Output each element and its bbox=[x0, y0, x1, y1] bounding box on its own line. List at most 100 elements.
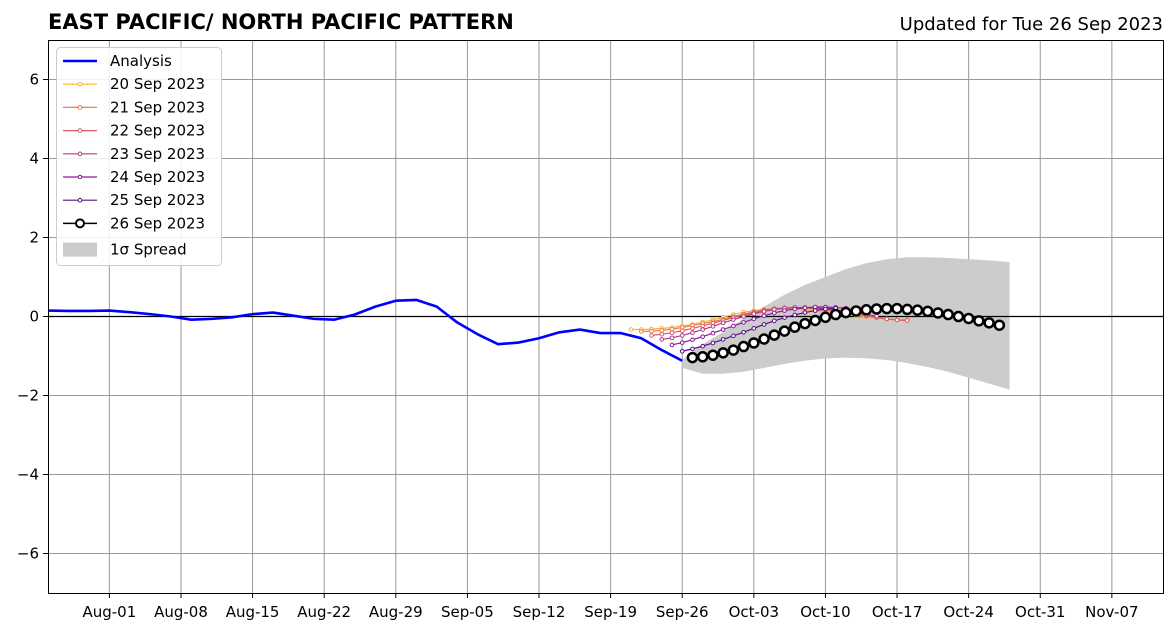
legend-item: 1σ Spread bbox=[63, 241, 187, 259]
legend-marker bbox=[78, 152, 82, 156]
forecast-point bbox=[708, 351, 717, 360]
chart-title: EAST PACIFIC/ NORTH PACIFIC PATTERN bbox=[48, 10, 514, 34]
forecast-point bbox=[742, 331, 746, 335]
forecast-point bbox=[660, 329, 664, 333]
forecast-point bbox=[974, 316, 983, 325]
forecast-point bbox=[698, 352, 707, 361]
forecast-point bbox=[903, 305, 912, 314]
y-tick-label: −6 bbox=[17, 545, 39, 563]
forecast-point bbox=[752, 327, 756, 331]
forecast-point bbox=[882, 304, 891, 313]
forecast-point bbox=[660, 338, 664, 342]
forecast-point bbox=[831, 310, 840, 319]
forecast-point bbox=[995, 321, 1004, 330]
x-tick-label: Oct-17 bbox=[872, 603, 922, 621]
npo-chart: EAST PACIFIC/ NORTH PACIFIC PATTERN Upda… bbox=[0, 0, 1176, 633]
y-tick-label: 0 bbox=[29, 308, 39, 326]
y-axis: 6 4 2 0 −2 −4 −6 bbox=[17, 71, 48, 563]
forecast-point bbox=[701, 335, 705, 339]
x-tick-label: Sep-19 bbox=[584, 603, 637, 621]
forecast-point bbox=[680, 341, 684, 345]
legend-marker bbox=[78, 198, 82, 202]
forecast-point bbox=[691, 338, 695, 342]
legend: Analysis20 Sep 202321 Sep 202322 Sep 202… bbox=[57, 48, 222, 266]
legend-marker bbox=[78, 129, 82, 133]
legend-swatch bbox=[63, 243, 97, 257]
forecast-point bbox=[852, 306, 861, 315]
forecast-point bbox=[783, 316, 787, 320]
analysis-layer bbox=[48, 300, 682, 361]
forecast-point bbox=[650, 334, 654, 338]
forecast-point bbox=[811, 316, 820, 325]
forecast-point bbox=[933, 308, 942, 317]
forecast-point bbox=[688, 353, 697, 362]
forecast-point bbox=[964, 314, 973, 323]
x-tick-label: Sep-12 bbox=[513, 603, 566, 621]
legend-label: 26 Sep 2023 bbox=[110, 214, 205, 232]
forecast-point bbox=[780, 327, 789, 336]
forecast-point bbox=[719, 348, 728, 357]
forecast-point bbox=[800, 319, 809, 328]
forecast-point bbox=[762, 323, 766, 327]
forecast-point bbox=[701, 344, 705, 348]
x-tick-label: Nov-07 bbox=[1085, 603, 1138, 621]
forecast-point bbox=[680, 349, 684, 353]
forecast-point bbox=[721, 328, 725, 332]
forecast-point bbox=[770, 331, 779, 340]
x-tick-label: Oct-31 bbox=[1015, 603, 1065, 621]
legend-marker bbox=[78, 82, 82, 86]
chart-subtitle: Updated for Tue 26 Sep 2023 bbox=[900, 14, 1163, 35]
legend-label: 22 Sep 2023 bbox=[110, 122, 205, 140]
forecast-point bbox=[711, 325, 715, 329]
forecast-point bbox=[721, 321, 725, 325]
spread-band bbox=[682, 257, 1009, 389]
forecast-point bbox=[762, 310, 766, 314]
forecast-point bbox=[762, 314, 766, 318]
forecast-point bbox=[691, 331, 695, 335]
forecast-point bbox=[821, 313, 830, 322]
forecast-point bbox=[875, 314, 879, 318]
legend-marker bbox=[78, 175, 82, 179]
forecast-point bbox=[793, 313, 797, 317]
legend-label: 23 Sep 2023 bbox=[110, 145, 205, 163]
x-tick-label: Oct-10 bbox=[800, 603, 850, 621]
legend-label: 20 Sep 2023 bbox=[110, 75, 205, 93]
forecast-point bbox=[905, 319, 909, 323]
legend-marker bbox=[76, 219, 84, 227]
forecast-point bbox=[732, 318, 736, 322]
x-tick-label: Sep-05 bbox=[441, 603, 494, 621]
forecast-point bbox=[680, 334, 684, 338]
forecast-point bbox=[893, 304, 902, 313]
forecast-point bbox=[954, 312, 963, 321]
forecast-point bbox=[913, 306, 922, 315]
x-tick-label: Oct-03 bbox=[729, 603, 779, 621]
forecast-point bbox=[739, 342, 748, 351]
y-tick-label: −4 bbox=[17, 466, 39, 484]
forecast-point bbox=[629, 328, 633, 332]
forecast-point bbox=[691, 347, 695, 351]
x-tick-label: Aug-01 bbox=[82, 603, 136, 621]
y-tick-label: 4 bbox=[29, 150, 39, 168]
legend-label: 21 Sep 2023 bbox=[110, 98, 205, 116]
forecast-point bbox=[701, 328, 705, 332]
forecast-point bbox=[803, 311, 807, 315]
forecast-point bbox=[732, 334, 736, 338]
forecast-point bbox=[670, 336, 674, 340]
forecast-point bbox=[985, 318, 994, 327]
forecast-point bbox=[772, 311, 776, 315]
forecast-point bbox=[729, 346, 738, 355]
forecast-point bbox=[660, 332, 664, 336]
forecast-point bbox=[793, 307, 797, 311]
legend-label: 25 Sep 2023 bbox=[110, 191, 205, 209]
y-tick-label: −2 bbox=[17, 387, 39, 405]
forecast-point bbox=[813, 309, 817, 313]
legend-label: 1σ Spread bbox=[110, 241, 187, 259]
forecast-point bbox=[650, 329, 654, 333]
forecast-point bbox=[841, 308, 850, 317]
forecast-point bbox=[749, 338, 758, 347]
forecast-point bbox=[824, 307, 828, 311]
y-tick-label: 6 bbox=[29, 71, 39, 89]
spread-layer bbox=[682, 257, 1009, 389]
x-tick-label: Aug-29 bbox=[369, 603, 423, 621]
forecast-point bbox=[742, 321, 746, 325]
